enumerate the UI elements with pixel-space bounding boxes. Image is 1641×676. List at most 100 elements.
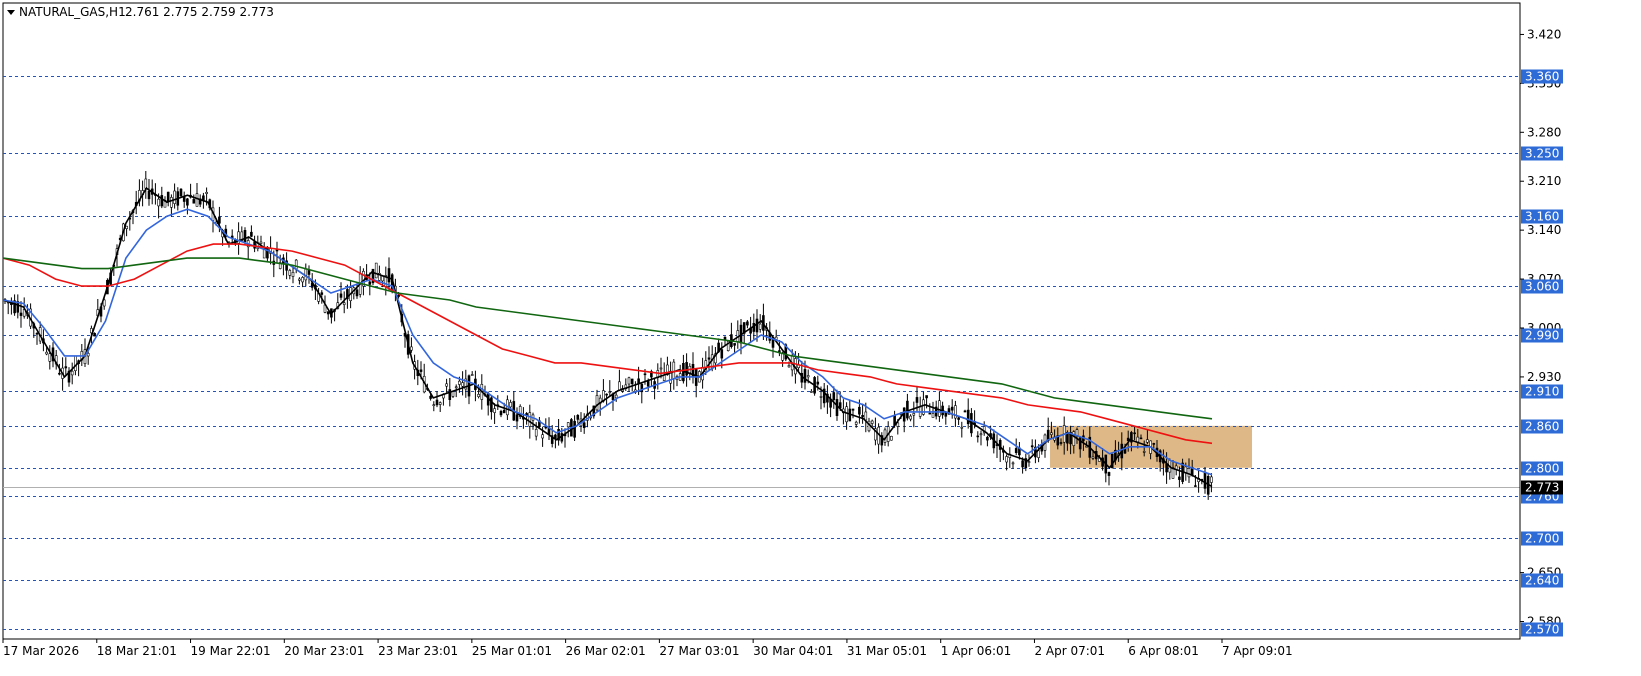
level-price-label: 3.060	[1525, 280, 1559, 294]
level-price-tag	[1521, 209, 1563, 224]
symbol-label: NATURAL_GAS,H1	[19, 5, 126, 19]
candle-body	[826, 393, 829, 403]
candle-body	[387, 268, 391, 283]
candle-body	[557, 428, 560, 441]
candle-body	[285, 260, 288, 271]
price-tick-label: 3.140	[1527, 223, 1561, 237]
time-tick-label: 2 Apr 07:01	[1034, 644, 1105, 658]
candle-body	[397, 294, 400, 297]
candle-body	[630, 378, 634, 385]
triangle-down-icon[interactable]	[7, 10, 15, 15]
price-tick-label: 3.210	[1527, 174, 1561, 188]
candle-body	[339, 293, 343, 298]
candle-body	[832, 392, 836, 401]
candle-body	[294, 259, 298, 270]
candle-body	[454, 386, 458, 389]
candle-body	[627, 377, 631, 385]
level-price-label: 2.800	[1525, 462, 1559, 476]
candle-body	[429, 395, 432, 399]
candle-body	[70, 370, 74, 376]
candle-body	[858, 406, 861, 415]
candle-body	[1210, 476, 1213, 483]
candle-body	[685, 362, 688, 376]
candle-body	[86, 352, 90, 357]
candle-body	[534, 429, 538, 437]
candle-body	[243, 230, 247, 243]
candle-body	[864, 411, 868, 421]
candle-body	[435, 399, 439, 406]
candle-body	[16, 301, 20, 313]
candle-body	[835, 399, 839, 416]
candle-body	[250, 231, 253, 237]
candle-body	[1011, 462, 1015, 465]
candle-body	[1024, 458, 1028, 469]
candle-body	[259, 241, 263, 244]
candle-body	[464, 378, 468, 390]
candle-body	[870, 420, 874, 424]
candle-body	[1130, 432, 1133, 443]
level-price-label: 3.360	[1525, 70, 1559, 84]
candle-body	[445, 383, 448, 387]
level-price-label: 2.570	[1525, 623, 1559, 637]
candle-body	[963, 410, 967, 413]
candle-body	[1187, 468, 1191, 478]
candle-body	[278, 262, 282, 269]
candle-body	[854, 421, 858, 425]
candle-body	[976, 435, 980, 438]
candle-body	[93, 332, 96, 337]
candle-body	[1203, 471, 1207, 489]
chart-header: NATURAL_GAS,H1 2.761 2.775 2.759 2.773	[7, 5, 274, 19]
candle-body	[650, 371, 653, 378]
candle-body	[320, 292, 324, 295]
candle-body	[157, 198, 160, 207]
level-price-tag	[1521, 384, 1563, 399]
candle-body	[1069, 432, 1072, 445]
candle-body	[90, 328, 93, 334]
time-tick-label: 19 Mar 22:01	[191, 644, 271, 658]
level-price-label: 2.990	[1525, 329, 1559, 343]
candle-body	[947, 408, 951, 415]
level-price-label: 3.160	[1525, 210, 1559, 224]
candle-body	[1139, 437, 1143, 440]
candle-body	[1107, 472, 1111, 476]
level-price-tag	[1521, 328, 1563, 343]
candle-body	[816, 381, 820, 385]
candle-body	[301, 277, 304, 283]
candle-body	[448, 389, 452, 400]
candle-body	[35, 332, 39, 335]
candle-body	[605, 393, 608, 396]
candle-body	[326, 311, 330, 315]
candle-body	[179, 188, 183, 197]
candle-body	[582, 422, 586, 428]
candle-body	[144, 178, 148, 189]
time-tick-label: 30 Mar 04:01	[753, 644, 833, 658]
candle-body	[714, 353, 717, 364]
candle-body	[672, 361, 676, 379]
price-tick-label: 3.280	[1527, 125, 1561, 139]
candle-body	[1066, 431, 1069, 444]
candle-body	[922, 399, 925, 415]
indicator-line-3	[2, 243, 1213, 445]
candle-body	[618, 381, 621, 391]
candle-body	[1078, 437, 1082, 450]
candle-body	[541, 434, 544, 439]
candle-body	[912, 413, 916, 416]
candle-body	[640, 383, 644, 393]
candle-body	[915, 397, 919, 403]
candle-body	[458, 380, 461, 385]
candle-body	[67, 370, 71, 383]
time-tick-label: 25 Mar 01:01	[472, 644, 552, 658]
candle-body	[931, 413, 935, 418]
candle-body	[906, 400, 909, 419]
candle-body	[614, 394, 618, 399]
candle-body	[346, 289, 349, 300]
candle-body	[666, 364, 669, 376]
candle-body	[874, 428, 877, 441]
candle-body	[566, 422, 570, 428]
candle-body	[518, 406, 522, 417]
candle-body	[909, 415, 912, 420]
candle-body	[550, 435, 554, 444]
candle-body	[13, 300, 16, 314]
candle-body	[374, 262, 378, 279]
